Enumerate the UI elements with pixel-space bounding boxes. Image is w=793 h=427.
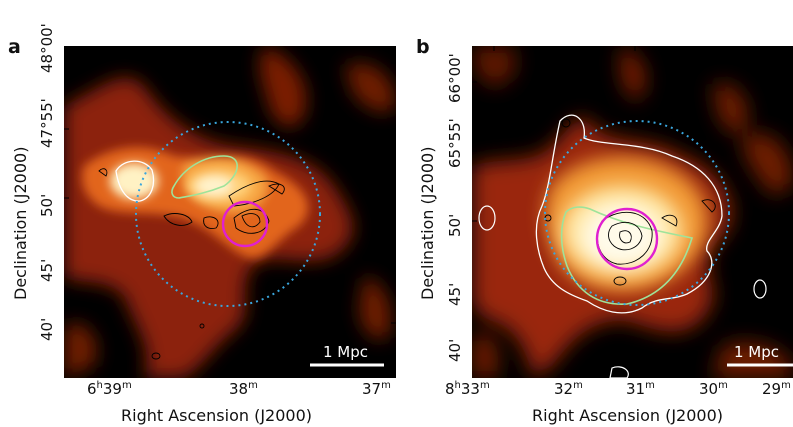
- panel-b-ytick-45: 45': [446, 282, 464, 306]
- panel-a-green-contour: [171, 155, 238, 199]
- panel-a-ytick-40: 40': [38, 317, 56, 341]
- panel-a-letter: a: [8, 36, 21, 58]
- panel-b-scalebar-label: 1 Mpc: [734, 343, 780, 361]
- panel-a-white-contour: [115, 160, 155, 202]
- panel-b-map: [472, 46, 793, 378]
- panel-a-ytick-4800: 48°00': [38, 23, 56, 73]
- panel-b-white-contour-bottom: [609, 366, 629, 378]
- panel-b-white-contour-left: [478, 205, 496, 231]
- panel-a-dotted-circle: [135, 121, 321, 307]
- panel-a-tick-marks: [64, 46, 396, 324]
- panel-b-magenta-circle: [595, 207, 659, 271]
- panel-b-xtick-0: 8h33m: [445, 380, 490, 398]
- panel-a-ytick-45: 45': [38, 258, 56, 282]
- panel-a-xtick-2: 37m: [362, 380, 391, 398]
- panel-b-xtick-1: 32m: [554, 380, 583, 398]
- panel-b-ytick-6555: 65°55': [446, 118, 464, 168]
- panel-b-ytick-50: 50': [446, 213, 464, 237]
- panel-b-y-axis-label: Declination (J2000): [418, 146, 437, 300]
- panel-a-xtick-0: 6h39m: [87, 380, 132, 398]
- panel-b-letter: b: [416, 36, 430, 58]
- panel-b-ytick-40: 40': [446, 338, 464, 362]
- panel-a-y-axis-label: Declination (J2000): [11, 146, 30, 300]
- panel-a-magenta-circle: [221, 200, 269, 248]
- panel-a-ytick-50: 50': [38, 193, 56, 217]
- panel-b-tick-marks: [472, 46, 777, 222]
- panel-a-map: [64, 46, 396, 378]
- panel-b-green-contour: [560, 206, 694, 305]
- panel-b-dotted-circle: [544, 120, 730, 306]
- panel-b-white-contour-right: [753, 279, 767, 299]
- panel-a-ytick-4755: 47°55': [38, 98, 56, 148]
- panel-b-white-contour: [535, 114, 723, 314]
- panel-b-ytick-6600: 66°00': [446, 53, 464, 103]
- panel-a-scalebar-label: 1 Mpc: [323, 343, 369, 361]
- panel-b-x-axis-label: Right Ascension (J2000): [532, 406, 723, 425]
- panel-a-image: 1 Mpc: [64, 46, 396, 378]
- panel-b-xtick-2: 31m: [626, 380, 655, 398]
- panel-b-xtick-4: 29m: [762, 380, 791, 398]
- panel-b-xtick-3: 30m: [699, 380, 728, 398]
- panel-a-xtick-1: 38m: [229, 380, 258, 398]
- panel-a-x-axis-label: Right Ascension (J2000): [121, 406, 312, 425]
- panel-b-image: 1 Mpc: [472, 46, 793, 378]
- panel-a-black-contours: [98, 168, 285, 360]
